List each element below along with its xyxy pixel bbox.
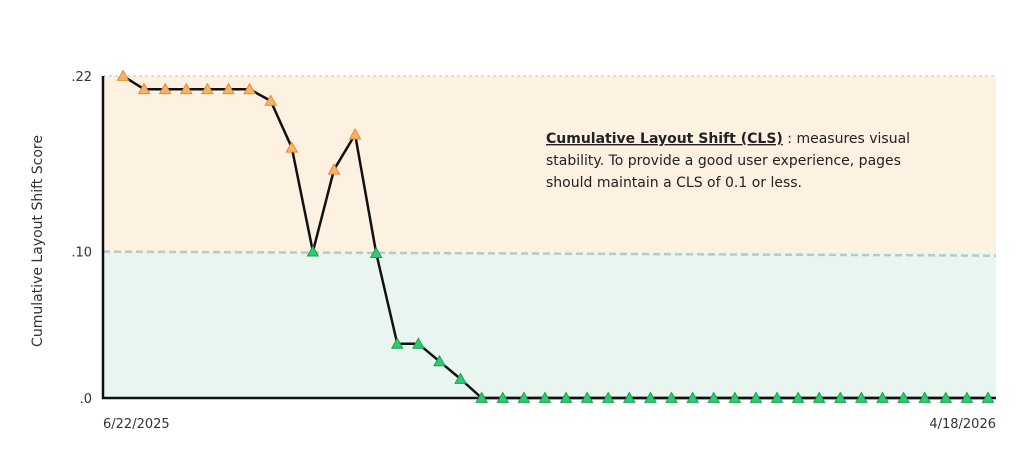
data-point-23[interactable] xyxy=(601,391,615,403)
data-point-35[interactable] xyxy=(855,391,868,403)
cls-annotation-text-2: stability. To provide a good user experi… xyxy=(546,153,901,169)
y-tick-label: .10 xyxy=(71,246,92,261)
cls-annotation-title: Cumulative Layout Shift (CLS) xyxy=(546,131,783,147)
data-point-24[interactable] xyxy=(622,391,636,403)
data-point-5[interactable] xyxy=(222,82,235,95)
x-tick-label-end: 4/18/2026 xyxy=(929,417,996,432)
data-point-13[interactable] xyxy=(390,337,404,349)
data-point-16[interactable] xyxy=(454,372,467,384)
data-point-28[interactable] xyxy=(707,391,721,403)
data-point-9[interactable] xyxy=(306,245,320,257)
data-point-1[interactable] xyxy=(137,82,151,95)
data-point-27[interactable] xyxy=(686,391,699,403)
y-tick-label: .22 xyxy=(71,70,92,85)
data-point-15[interactable] xyxy=(433,354,446,367)
data-point-22[interactable] xyxy=(580,391,594,403)
data-point-3[interactable] xyxy=(179,82,193,95)
data-point-33[interactable] xyxy=(812,391,826,403)
data-point-36[interactable] xyxy=(876,391,889,403)
data-point-8[interactable] xyxy=(285,141,299,153)
data-point-21[interactable] xyxy=(559,391,573,403)
y-axis-label: Cumulative Layout Shift Score xyxy=(30,135,46,347)
data-point-29[interactable] xyxy=(728,391,742,403)
data-point-38[interactable] xyxy=(918,391,932,403)
data-point-7[interactable] xyxy=(264,94,278,106)
data-point-26[interactable] xyxy=(665,391,678,403)
x-tick-label-start: 6/22/2025 xyxy=(103,417,170,432)
data-point-32[interactable] xyxy=(791,391,805,403)
data-point-31[interactable] xyxy=(770,391,784,403)
data-point-37[interactable] xyxy=(897,391,910,403)
data-point-6[interactable] xyxy=(243,82,256,95)
data-point-39[interactable] xyxy=(939,391,953,403)
cls-annotation: Cumulative Layout Shift (CLS) : measures… xyxy=(546,131,910,147)
good-zone xyxy=(103,251,996,398)
data-point-14[interactable] xyxy=(412,337,425,349)
data-point-19[interactable] xyxy=(517,391,531,403)
data-point-40[interactable] xyxy=(960,391,974,403)
data-point-20[interactable] xyxy=(538,391,552,403)
poor-zone xyxy=(103,76,996,252)
threshold-line xyxy=(102,250,997,257)
data-point-11[interactable] xyxy=(348,128,362,140)
data-point-0[interactable] xyxy=(116,69,130,81)
data-point-2[interactable] xyxy=(158,82,172,95)
data-point-30[interactable] xyxy=(749,391,763,403)
data-point-18[interactable] xyxy=(496,391,510,403)
data-point-17[interactable] xyxy=(475,391,489,403)
cls-annotation-text-1: : measures visual xyxy=(783,131,910,147)
data-point-25[interactable] xyxy=(644,391,657,403)
data-point-10[interactable] xyxy=(327,163,341,175)
cls-annotation-text-3: should maintain a CLS of 0.1 or less. xyxy=(546,175,802,191)
data-point-41[interactable] xyxy=(981,391,995,403)
data-point-4[interactable] xyxy=(201,82,214,95)
y-tick-label: .0 xyxy=(80,392,92,407)
data-point-12[interactable] xyxy=(369,246,383,258)
data-point-34[interactable] xyxy=(833,391,847,403)
